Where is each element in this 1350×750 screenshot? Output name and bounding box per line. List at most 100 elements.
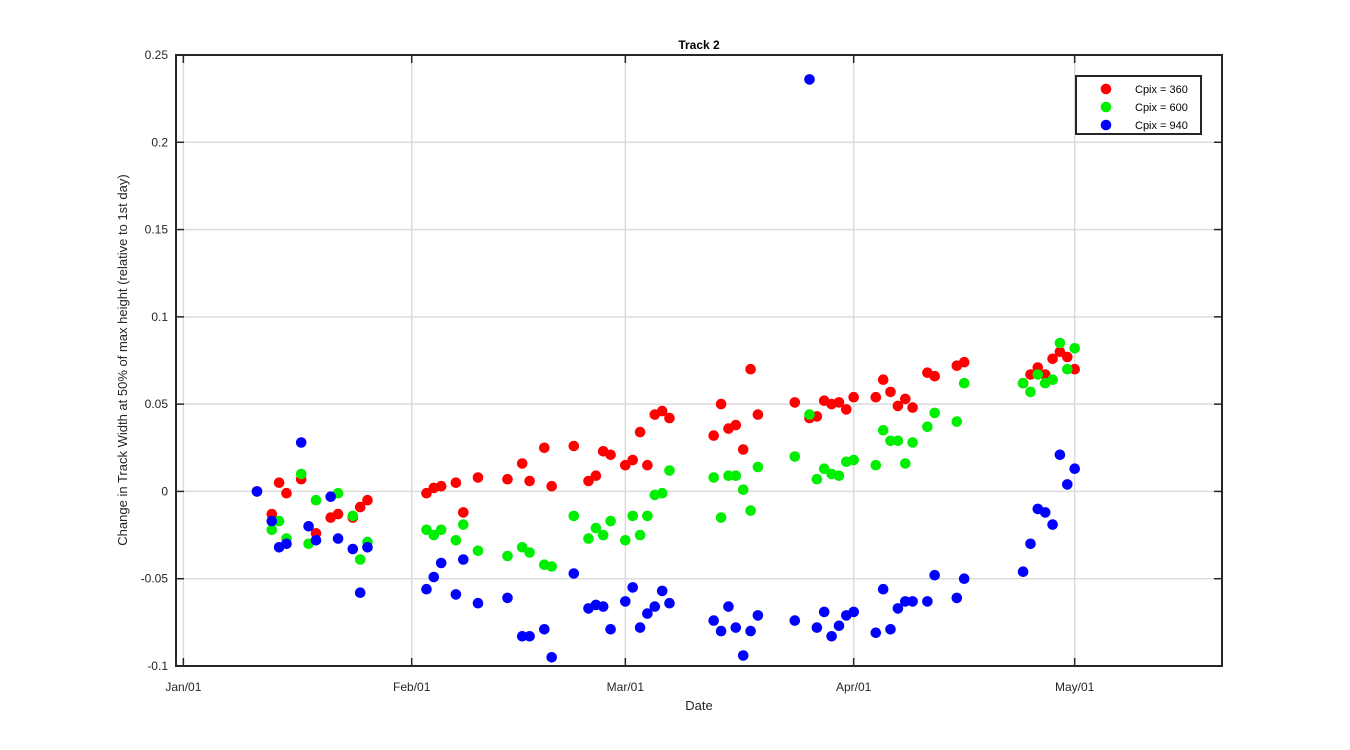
data-point: [833, 620, 845, 632]
data-point: [1069, 363, 1080, 375]
data-point: [347, 543, 359, 555]
data-point: [900, 393, 911, 405]
data-point: [620, 459, 631, 471]
data-point: [1062, 363, 1073, 375]
data-point: [723, 601, 734, 612]
x-axis-label: Date: [685, 698, 712, 713]
data-point: [841, 404, 852, 415]
series-3: [251, 74, 1080, 663]
data-point: [958, 377, 970, 389]
data-point: [428, 529, 440, 541]
data-point: [502, 592, 513, 604]
data-point: [826, 631, 837, 642]
data-point: [715, 398, 727, 410]
x-tick-label: Mar/01: [607, 680, 645, 694]
data-point: [745, 363, 756, 375]
data-point: [1017, 377, 1029, 389]
data-point: [1039, 369, 1051, 380]
data-point: [870, 459, 882, 471]
y-tick-label: 0.25: [145, 48, 169, 62]
data-point: [428, 571, 440, 583]
data-point: [1062, 351, 1073, 363]
data-point: [472, 472, 484, 483]
data-point: [907, 437, 918, 448]
data-point: [752, 409, 764, 420]
data-point: [605, 624, 616, 635]
data-point: [789, 615, 801, 626]
data-point: [502, 550, 513, 562]
data-point: [892, 603, 904, 614]
data-point: [605, 449, 616, 461]
data-point: [620, 535, 631, 546]
data-point: [642, 459, 653, 471]
data-point: [266, 515, 278, 527]
y-tick-label: -0.1: [147, 659, 168, 673]
data-point: [907, 596, 918, 607]
data-point: [634, 622, 646, 633]
data-point: [450, 535, 462, 546]
data-point: [892, 400, 904, 412]
data-point: [649, 601, 661, 612]
data-point: [1069, 463, 1080, 475]
data-point: [708, 472, 719, 483]
data-point: [546, 480, 557, 492]
data-point: [472, 545, 484, 557]
data-point: [656, 405, 668, 417]
data-point: [421, 583, 432, 595]
data-point: [833, 470, 845, 482]
data-point: [737, 650, 749, 661]
data-point: [295, 437, 307, 448]
data-point: [730, 622, 742, 633]
data-point: [848, 606, 859, 618]
data-point: [281, 538, 292, 550]
data-point: [539, 624, 550, 635]
data-point: [362, 542, 373, 553]
data-point: [664, 465, 675, 476]
data-point: [310, 535, 322, 546]
data-point: [656, 585, 668, 597]
data-point: [620, 596, 631, 607]
data-point: [450, 589, 462, 600]
data-point: [435, 524, 447, 536]
data-point: [281, 487, 292, 499]
y-axis-label: Change in Track Width at 50% of max heig…: [115, 174, 130, 545]
data-point: [310, 494, 322, 506]
data-point: [1069, 343, 1080, 354]
data-point: [848, 391, 859, 403]
data-point: [1054, 346, 1066, 358]
data-point: [929, 407, 940, 419]
data-point: [634, 529, 646, 541]
data-point: [273, 477, 285, 489]
data-point: [789, 397, 801, 408]
data-point: [597, 601, 609, 612]
data-point: [583, 533, 594, 544]
y-tick-label: -0.05: [141, 572, 169, 586]
data-point: [458, 519, 469, 530]
legend-marker: [1100, 101, 1112, 113]
series-2: [266, 337, 1080, 572]
data-point: [900, 458, 911, 469]
data-point: [1054, 449, 1066, 461]
data-point: [715, 625, 727, 637]
data-point: [804, 409, 815, 420]
data-point: [848, 454, 859, 466]
data-point: [362, 494, 373, 506]
data-point: [730, 470, 742, 482]
data-point: [634, 426, 646, 438]
data-point: [627, 454, 638, 466]
data-point: [472, 597, 484, 609]
data-point: [1062, 479, 1073, 490]
data-point: [737, 484, 749, 496]
data-point: [568, 440, 580, 452]
data-point: [900, 596, 911, 607]
data-point: [546, 652, 557, 663]
data-point: [502, 473, 513, 485]
data-point: [752, 461, 764, 473]
y-tick-label: 0.15: [145, 223, 169, 237]
data-point: [1032, 369, 1044, 380]
x-tick-label: Jan/01: [165, 680, 201, 694]
data-point: [804, 74, 815, 85]
data-point: [539, 442, 550, 454]
data-point: [958, 356, 970, 368]
